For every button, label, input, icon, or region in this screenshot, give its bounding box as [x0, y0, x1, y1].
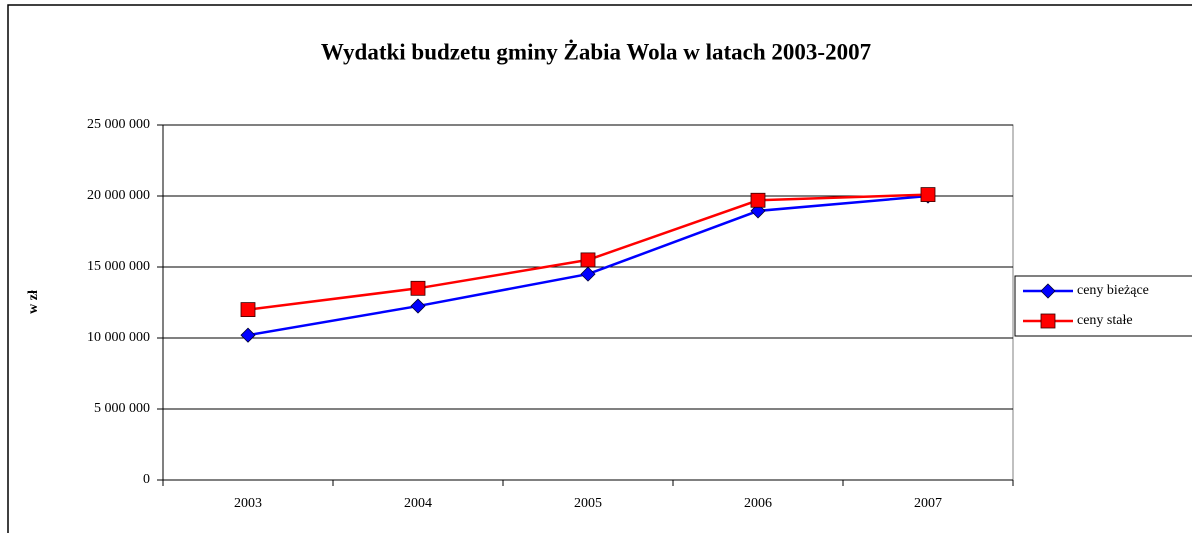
- marker: [410, 280, 426, 296]
- legend-label: ceny stałe: [1077, 313, 1133, 328]
- marker: [920, 187, 936, 202]
- x-tick-label: 2003: [234, 496, 262, 511]
- marker: [1040, 283, 1056, 299]
- y-tick-label: 10 000 000: [87, 330, 150, 345]
- marker: [410, 298, 426, 314]
- y-tick-label: 15 000 000: [87, 259, 150, 274]
- marker: [750, 192, 766, 208]
- plot-area: [162, 124, 1014, 481]
- legend-label: ceny bieżące: [1077, 283, 1149, 298]
- x-tick-label: 2006: [744, 496, 772, 511]
- chart-title: Wydatki budzetu gminy Żabia Wola w latac…: [321, 39, 871, 64]
- x-tick-label: 2004: [404, 496, 432, 511]
- y-tick-label: 20 000 000: [87, 188, 150, 203]
- y-tick-label: 0: [143, 472, 150, 487]
- marker: [580, 252, 596, 268]
- marker: [1040, 313, 1056, 329]
- x-tick-label: 2007: [914, 496, 942, 511]
- y-tick-label: 5 000 000: [94, 401, 150, 416]
- marker: [240, 302, 256, 318]
- x-tick-label: 2005: [574, 496, 602, 511]
- y-tick-label: 25 000 000: [87, 117, 150, 132]
- marker: [240, 327, 256, 343]
- marker: [580, 266, 596, 282]
- y-axis-label: w zł: [26, 290, 41, 314]
